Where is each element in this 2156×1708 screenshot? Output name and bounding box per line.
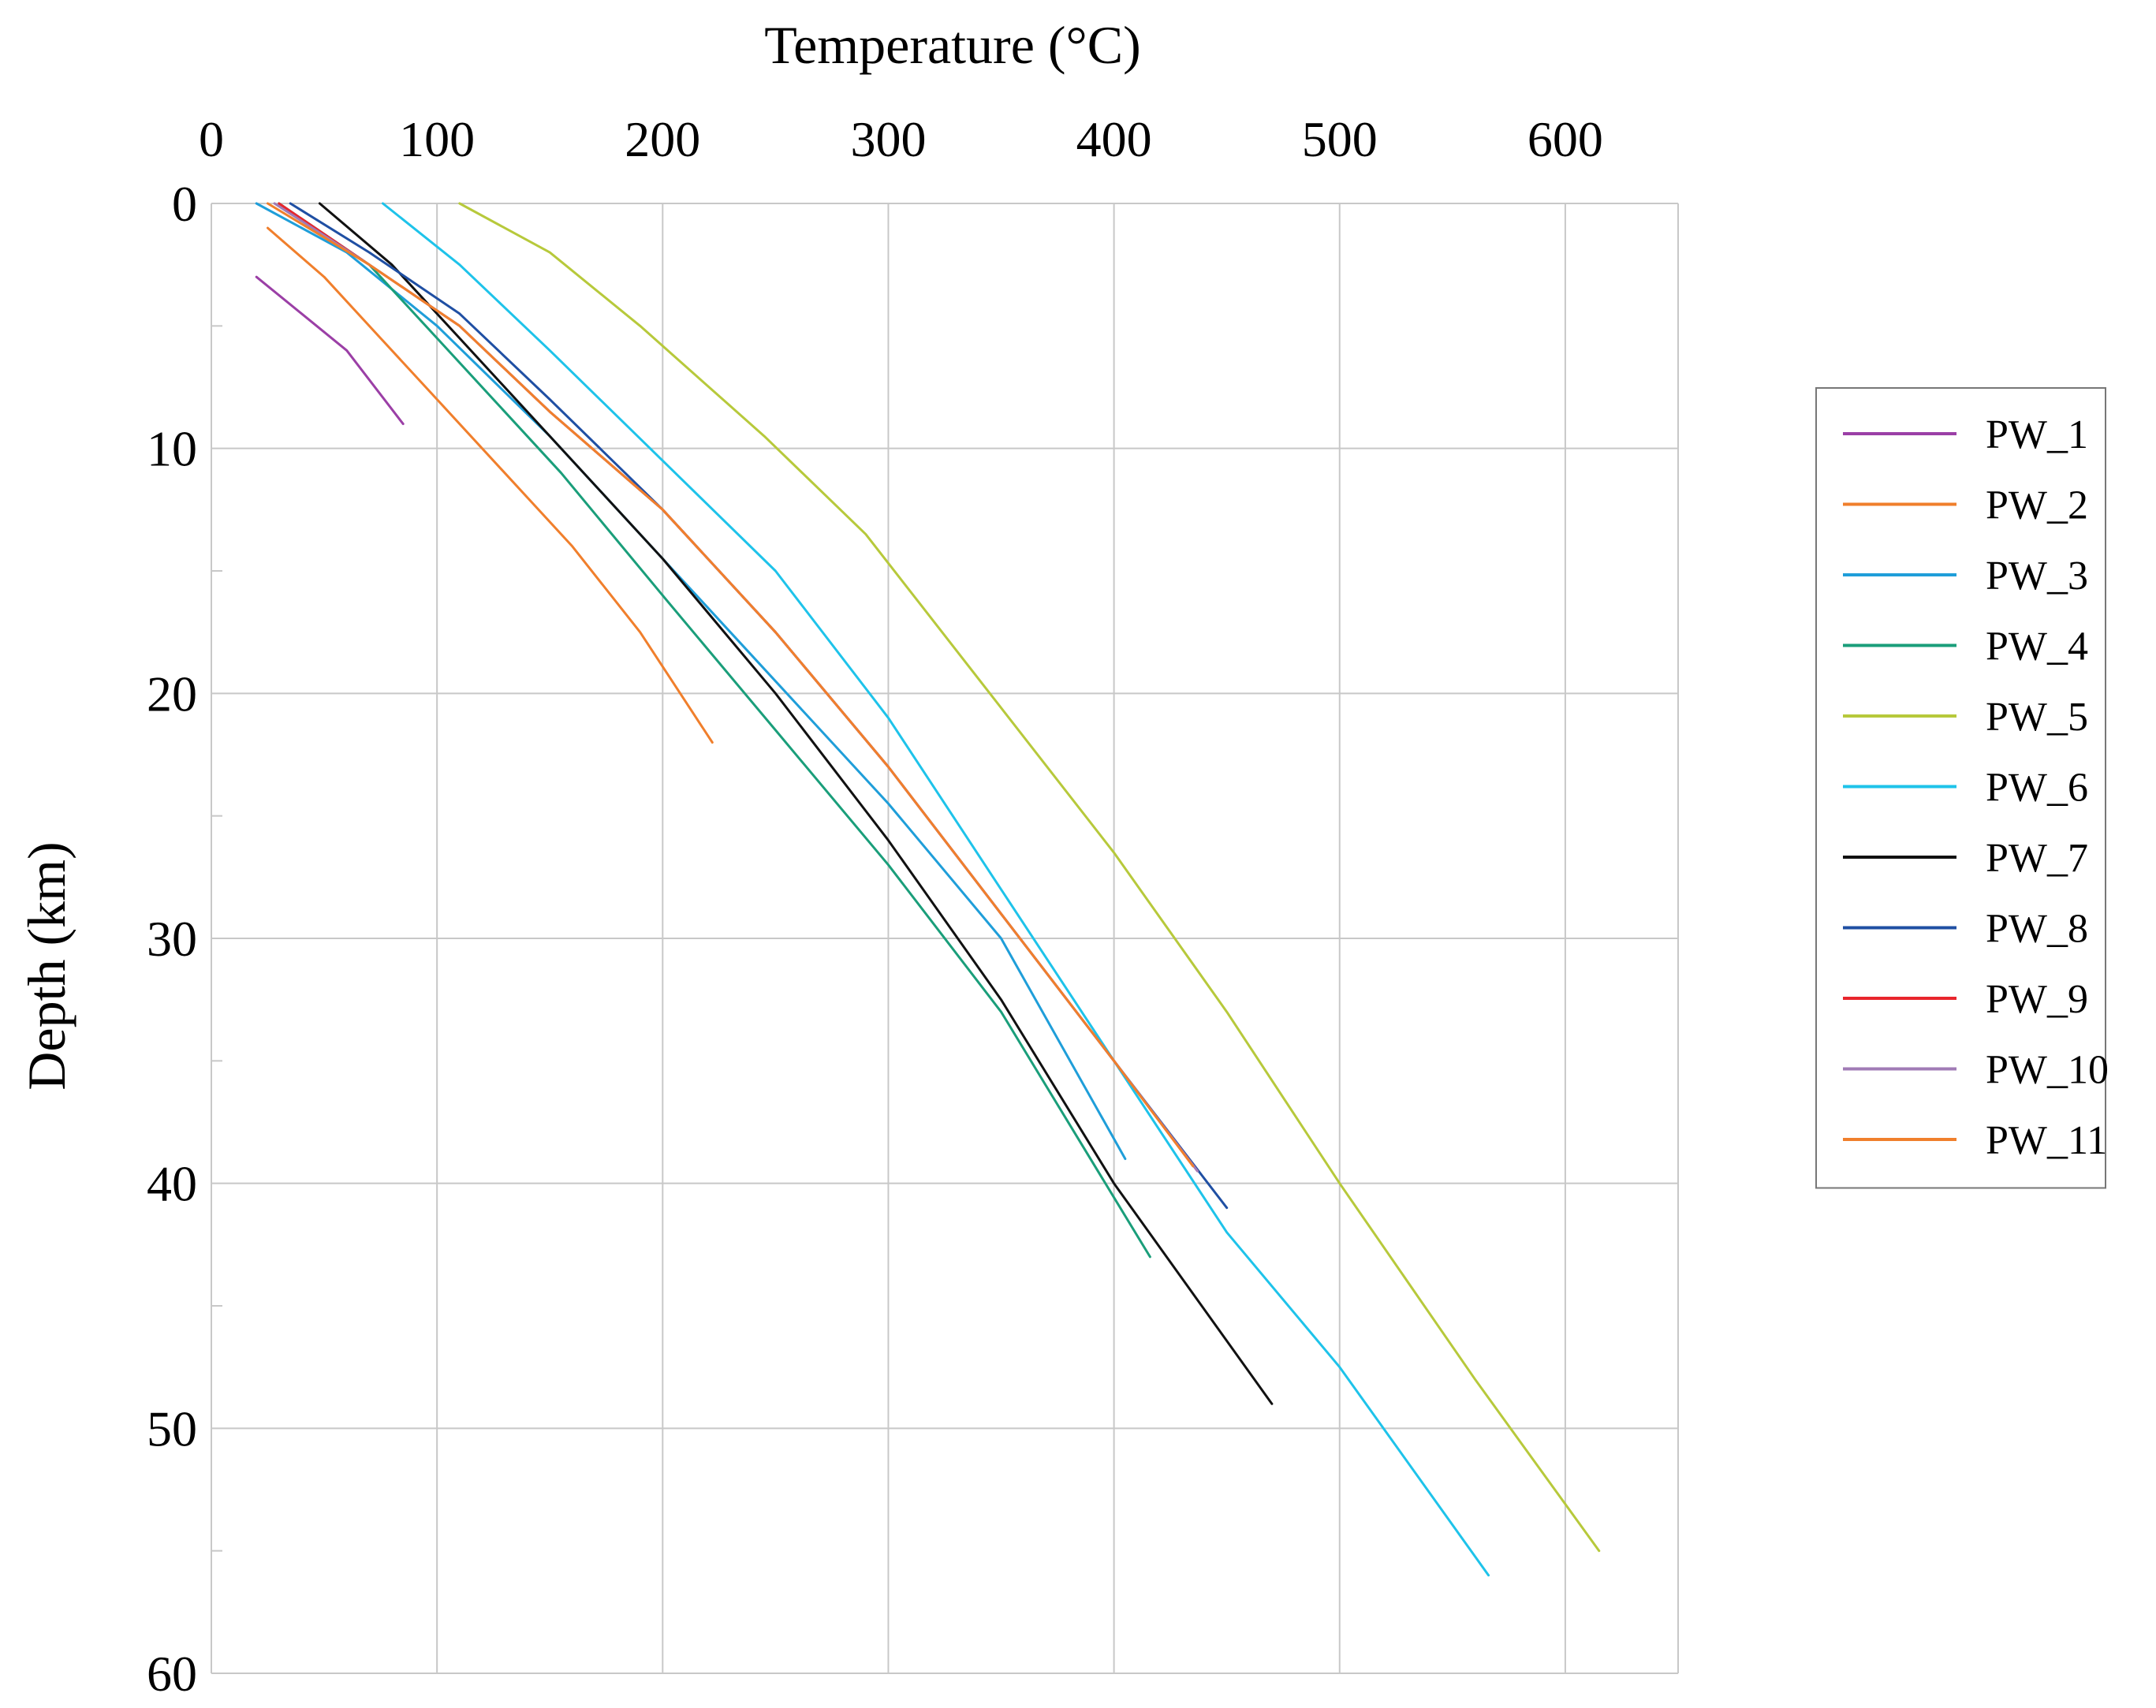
x-tick-label: 200 xyxy=(625,111,700,167)
series-line-pw-5 xyxy=(458,202,1601,1553)
legend-label: PW_4 xyxy=(1986,625,2088,669)
y-tick-label: 10 xyxy=(147,421,197,477)
legend-label: PW_1 xyxy=(1986,412,2088,457)
series-lines xyxy=(255,202,1601,1577)
x-tick-label: 300 xyxy=(850,111,926,167)
grid xyxy=(211,203,1679,1674)
y-tick-label: 0 xyxy=(172,176,197,232)
series-line-pw-1 xyxy=(255,275,405,426)
series-line-pw-6 xyxy=(382,202,1490,1577)
x-axis-title: Temperature (°C) xyxy=(764,15,1140,75)
legend: PW_1 PW_2 PW_3 PW_4 PW_5 PW_6 PW_7 PW_8 PW_9 PW_1… xyxy=(1815,387,2109,1189)
y-tick-label: 40 xyxy=(147,1156,197,1212)
y-axis-title: Depth (km) xyxy=(17,841,76,1090)
legend-label: PW_2 xyxy=(1986,483,2088,528)
series-line-pw-7 xyxy=(318,202,1274,1405)
series-line-pw-2 xyxy=(267,226,714,744)
legend-label: PW_5 xyxy=(1986,695,2088,740)
series-line-pw-11 xyxy=(267,202,1195,1168)
legend-label: PW_11 xyxy=(1986,1118,2107,1163)
series-line-pw-4 xyxy=(278,202,1151,1259)
y-tick-label: 30 xyxy=(147,911,197,967)
x-tick-label: 500 xyxy=(1302,111,1378,167)
series-line-pw-10 xyxy=(273,202,1199,1173)
axes: Temperature (°C) Depth (km) 0 100 200 300 40… xyxy=(17,15,1603,1702)
y-tick-label: 50 xyxy=(147,1400,197,1456)
series-line-pw-3 xyxy=(255,202,1127,1161)
legend-label: PW_3 xyxy=(1986,554,2088,599)
legend-label: PW_10 xyxy=(1986,1048,2109,1093)
x-tick-label: 400 xyxy=(1076,111,1152,167)
legend-label: PW_7 xyxy=(1986,836,2088,881)
legend-label: PW_8 xyxy=(1986,907,2088,952)
legend-label: PW_6 xyxy=(1986,766,2088,811)
x-tick-label: 0 xyxy=(199,111,224,167)
y-tick-label: 60 xyxy=(147,1646,197,1702)
x-tick-label: 100 xyxy=(399,111,475,167)
legend-label: PW_9 xyxy=(1986,977,2088,1022)
series-line-pw-8 xyxy=(289,202,1229,1210)
x-tick-label: 600 xyxy=(1527,111,1603,167)
y-tick-label: 20 xyxy=(147,666,197,722)
